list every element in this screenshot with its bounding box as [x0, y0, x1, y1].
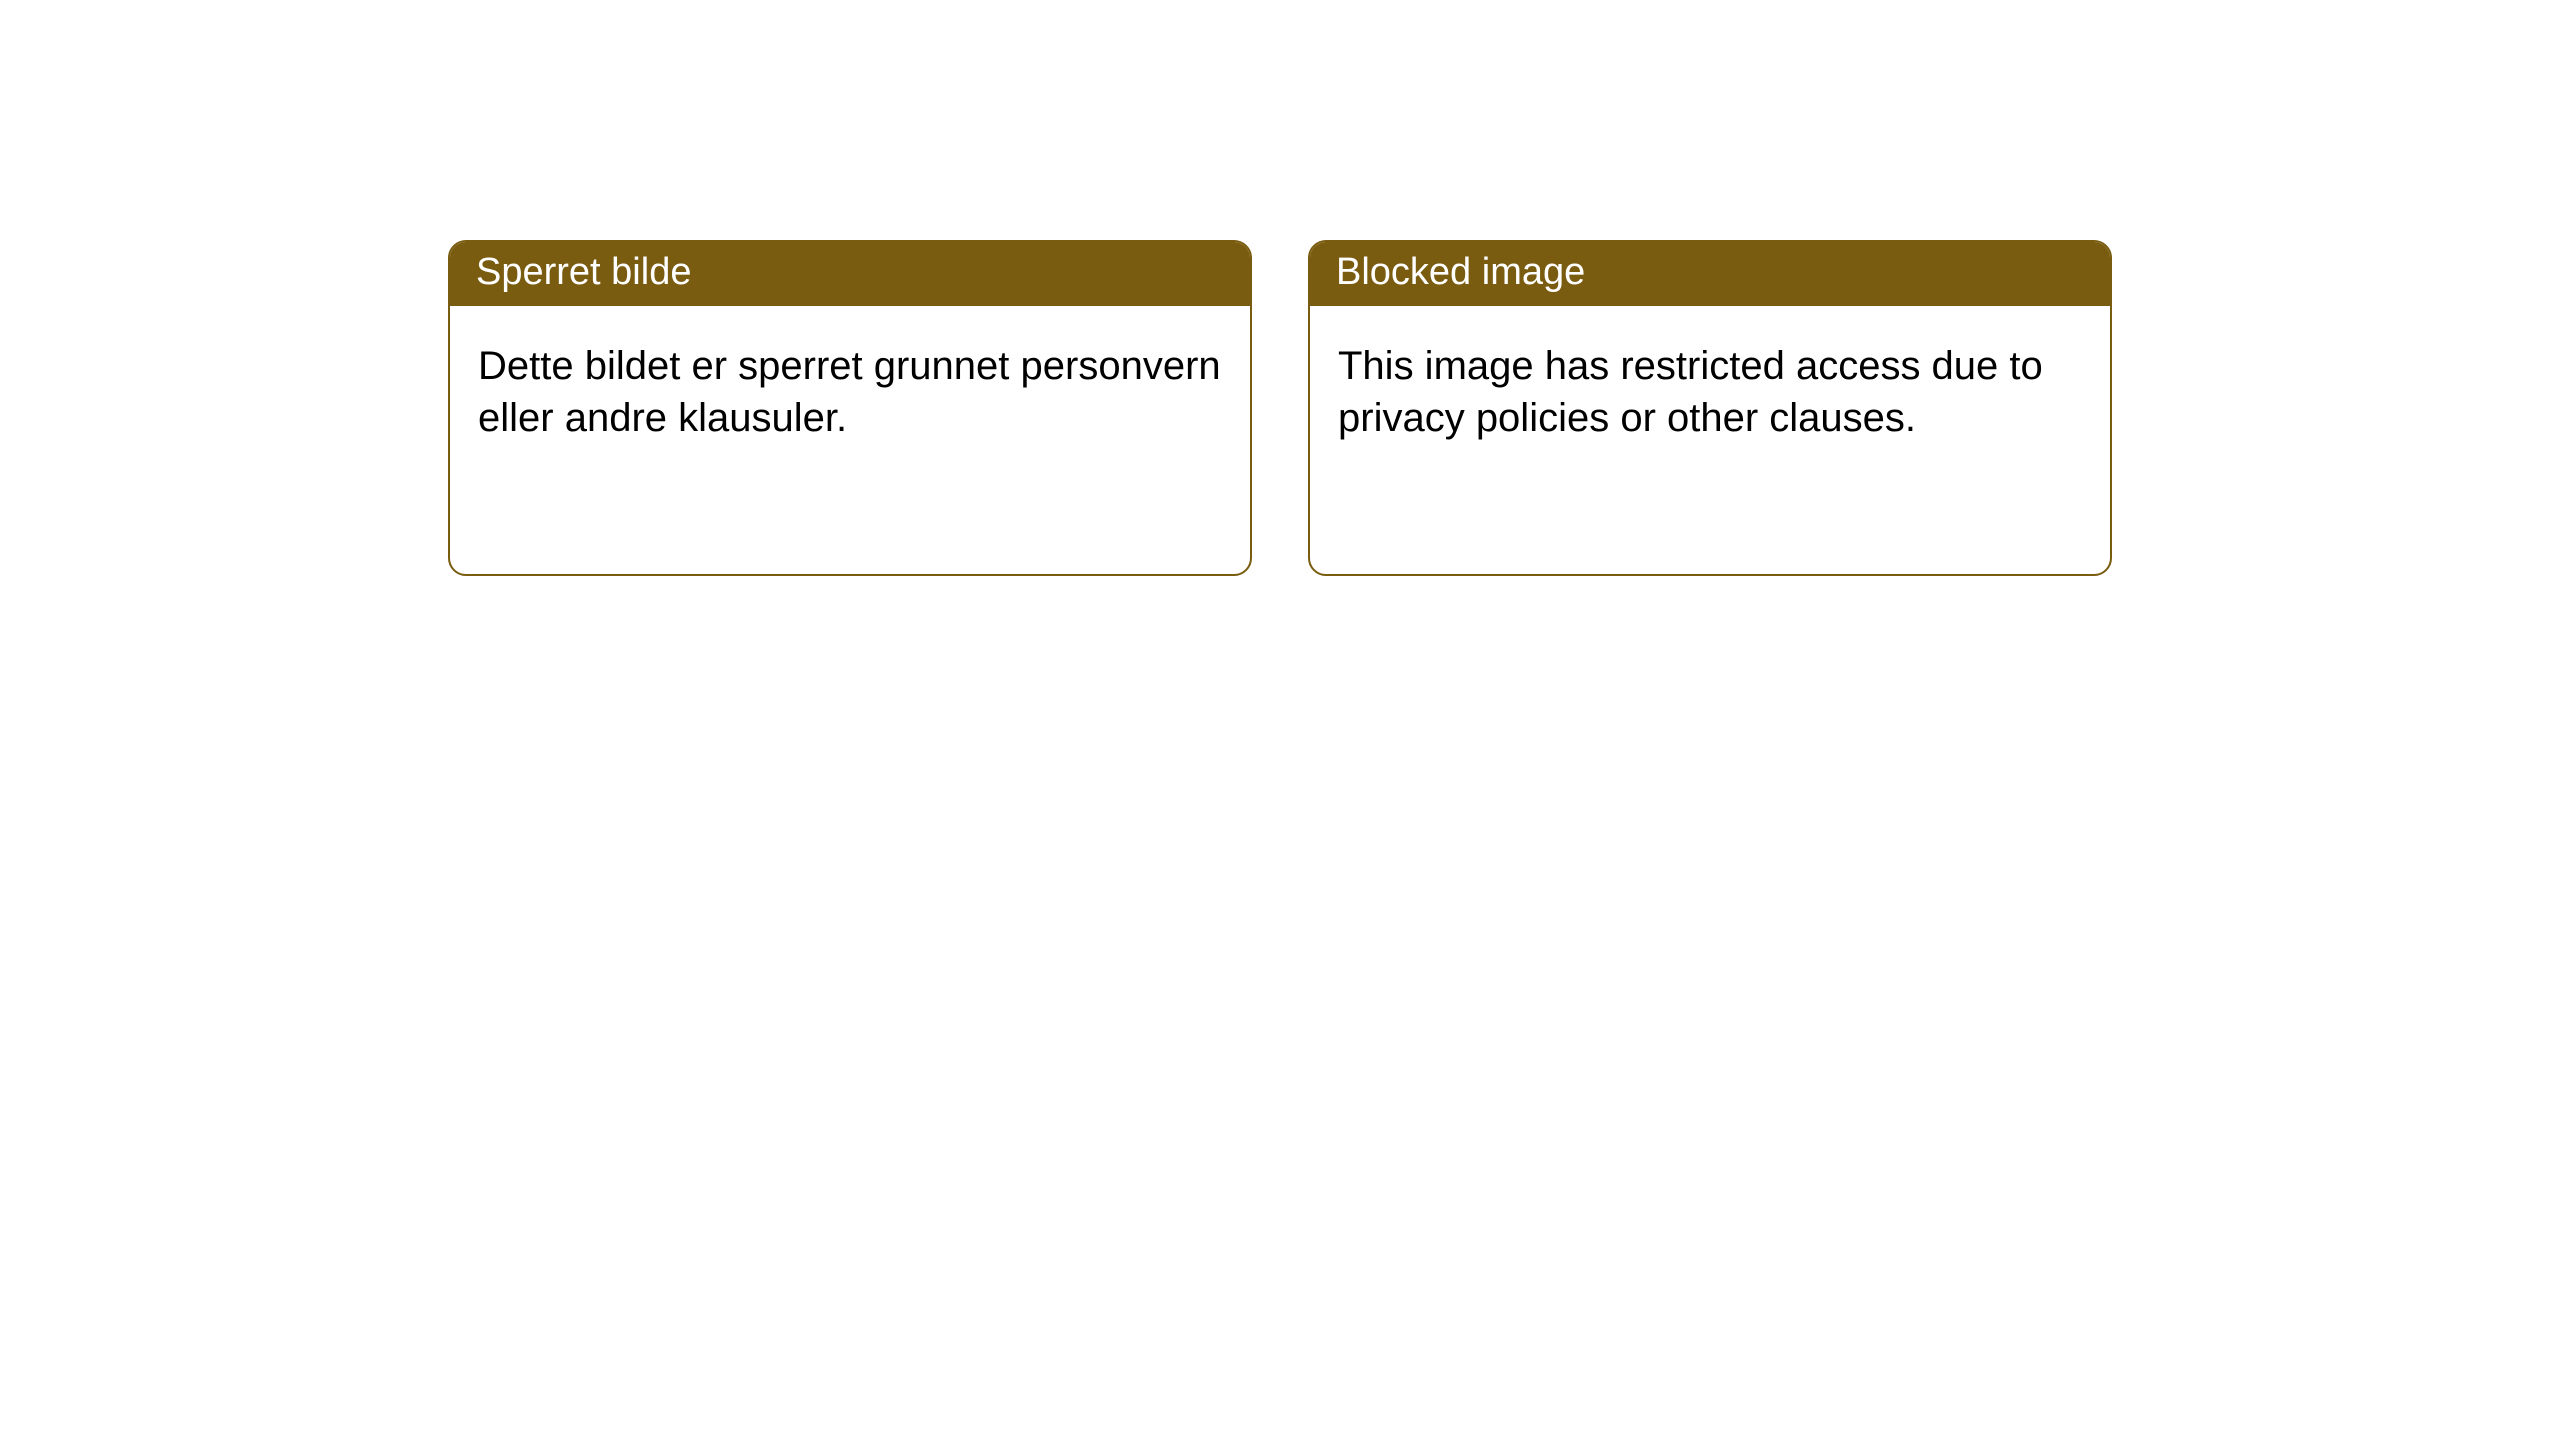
notice-cards-container: Sperret bilde Dette bildet er sperret gr… [0, 0, 2560, 576]
blocked-image-notice-no: Sperret bilde Dette bildet er sperret gr… [448, 240, 1252, 576]
notice-title-en: Blocked image [1310, 242, 2110, 306]
notice-title-no: Sperret bilde [450, 242, 1250, 306]
blocked-image-notice-en: Blocked image This image has restricted … [1308, 240, 2112, 576]
notice-body-en: This image has restricted access due to … [1310, 306, 2110, 480]
notice-body-no: Dette bildet er sperret grunnet personve… [450, 306, 1250, 480]
